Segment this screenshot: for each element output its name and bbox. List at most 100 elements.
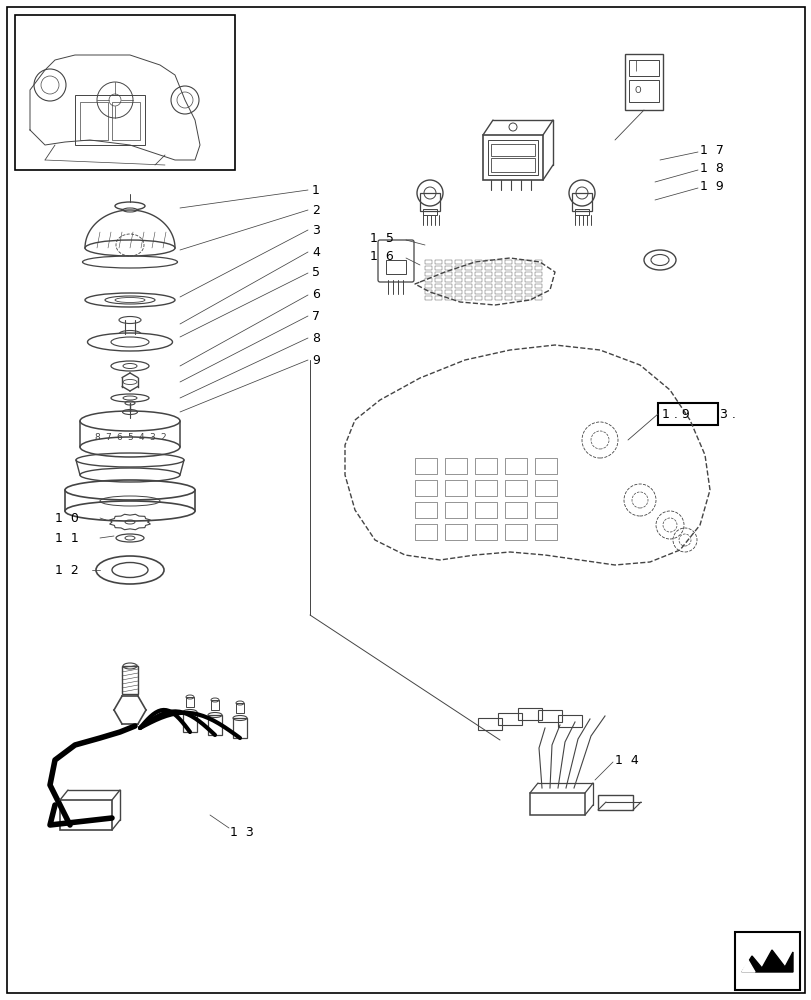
Bar <box>465 284 471 288</box>
Bar <box>435 278 441 282</box>
Bar <box>484 266 491 270</box>
Bar <box>122 666 138 694</box>
Bar <box>233 718 247 738</box>
Text: 9: 9 <box>311 354 320 366</box>
Bar <box>80 102 108 140</box>
Bar <box>474 284 482 288</box>
Ellipse shape <box>116 534 144 542</box>
Bar <box>504 502 526 518</box>
Bar <box>491 158 534 172</box>
Bar <box>474 480 496 496</box>
Text: 1  2: 1 2 <box>55 564 79 576</box>
Bar <box>424 290 431 294</box>
Bar <box>574 209 588 215</box>
Bar <box>465 266 471 270</box>
Text: 1: 1 <box>311 184 320 197</box>
Ellipse shape <box>119 316 141 324</box>
Text: 1  9: 1 9 <box>699 180 723 193</box>
Ellipse shape <box>122 363 137 368</box>
Bar <box>444 272 452 276</box>
Bar <box>534 524 556 540</box>
Bar <box>557 715 581 727</box>
Bar <box>444 502 466 518</box>
Bar <box>525 278 531 282</box>
Bar <box>629 60 659 76</box>
Bar <box>385 260 406 274</box>
Text: 4: 4 <box>138 432 144 442</box>
Bar <box>525 284 531 288</box>
Bar <box>504 272 512 276</box>
Text: 1  6: 1 6 <box>370 249 393 262</box>
Ellipse shape <box>122 410 137 414</box>
Bar <box>454 266 461 270</box>
Bar <box>484 290 491 294</box>
Bar <box>571 193 591 211</box>
Text: |: | <box>634 61 637 71</box>
Bar <box>495 272 501 276</box>
Bar <box>444 260 452 264</box>
Bar <box>186 697 194 707</box>
Bar <box>534 266 541 270</box>
Bar <box>534 502 556 518</box>
Bar <box>182 712 197 732</box>
Bar <box>534 480 556 496</box>
Bar <box>424 284 431 288</box>
Text: 5: 5 <box>311 266 320 279</box>
Bar <box>504 458 526 474</box>
Bar <box>444 290 452 294</box>
Bar <box>414 502 436 518</box>
Bar <box>514 278 521 282</box>
Bar <box>629 80 659 102</box>
Ellipse shape <box>119 330 141 338</box>
Bar <box>454 290 461 294</box>
Bar <box>454 296 461 300</box>
Bar <box>454 278 461 282</box>
Bar <box>530 793 584 815</box>
Bar <box>483 135 543 180</box>
Text: 2: 2 <box>160 432 165 442</box>
Bar <box>484 284 491 288</box>
Bar <box>414 524 436 540</box>
Bar <box>208 715 221 735</box>
Text: 1  0: 1 0 <box>55 512 79 524</box>
Bar <box>474 260 482 264</box>
Bar <box>444 278 452 282</box>
Ellipse shape <box>122 208 137 212</box>
Bar <box>435 272 441 276</box>
Bar <box>474 296 482 300</box>
Ellipse shape <box>115 202 145 210</box>
Bar <box>474 502 496 518</box>
Bar <box>495 278 501 282</box>
Bar <box>534 296 541 300</box>
Bar <box>414 458 436 474</box>
Ellipse shape <box>111 361 148 371</box>
Bar <box>424 266 431 270</box>
Bar <box>597 795 633 810</box>
Bar <box>435 290 441 294</box>
Bar <box>514 266 521 270</box>
Text: 3: 3 <box>149 432 155 442</box>
Ellipse shape <box>88 333 172 351</box>
Bar <box>484 296 491 300</box>
Bar <box>465 272 471 276</box>
Bar <box>211 700 219 710</box>
Text: 3 .: 3 . <box>719 408 735 420</box>
Bar <box>657 403 717 425</box>
Bar <box>474 266 482 270</box>
Bar <box>435 296 441 300</box>
Bar <box>514 284 521 288</box>
Bar <box>424 278 431 282</box>
Polygon shape <box>741 950 792 972</box>
Bar <box>484 272 491 276</box>
Bar <box>465 260 471 264</box>
Ellipse shape <box>111 337 148 347</box>
Ellipse shape <box>125 536 135 540</box>
Bar <box>454 260 461 264</box>
Text: 1  1: 1 1 <box>55 532 79 544</box>
Text: 2: 2 <box>311 204 320 217</box>
Bar <box>484 260 491 264</box>
Bar <box>534 272 541 276</box>
Bar <box>491 144 534 156</box>
Bar <box>504 524 526 540</box>
Bar <box>734 932 799 990</box>
